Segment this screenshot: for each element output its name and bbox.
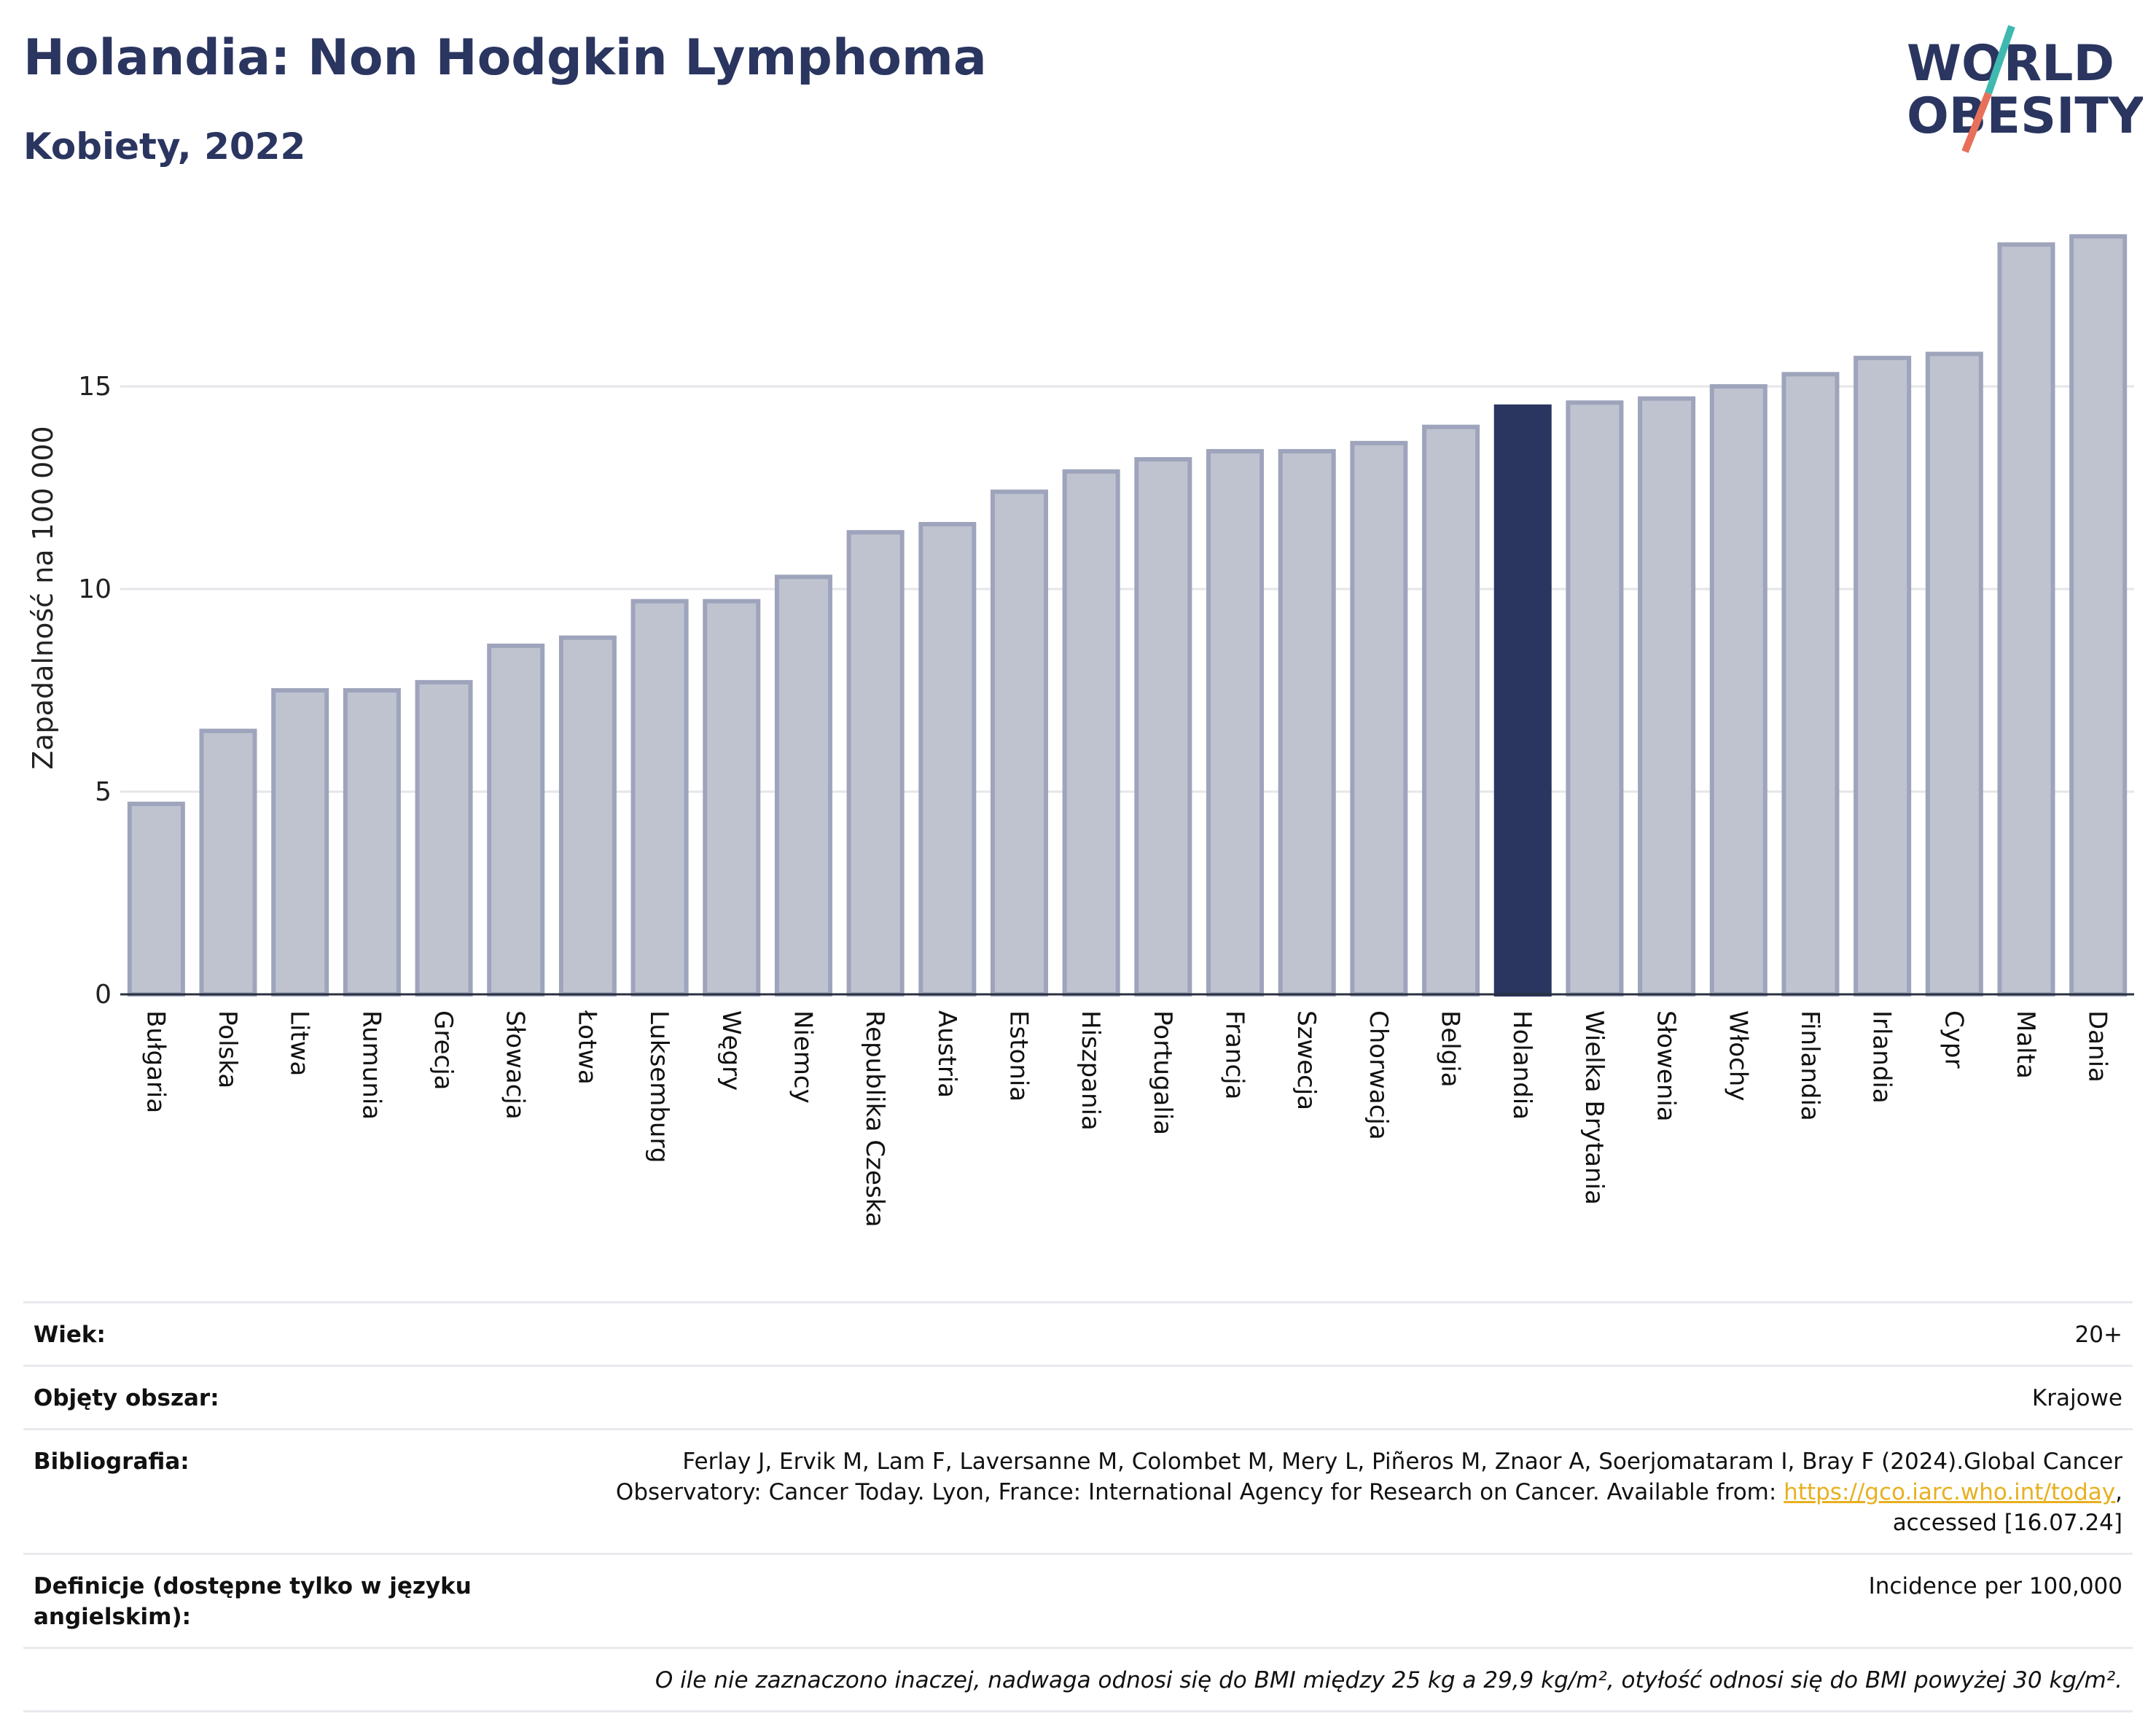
x-tick-label: Republika Czeska [860, 1010, 889, 1228]
bar-10 [846, 530, 905, 997]
bar-11 [918, 522, 977, 997]
x-tick-label: Polska [213, 1010, 242, 1088]
bibliography-label: Bibliografia: [34, 1449, 190, 1475]
x-tick-label: Rumunia [356, 1010, 386, 1120]
x-tick-label: Cypr [1939, 1010, 1968, 1068]
area-value: Krajowe [2031, 1385, 2122, 1411]
x-tick-label: Malta [2011, 1010, 2040, 1079]
bar-5 [487, 643, 545, 997]
y-tick-label: 5 [95, 777, 112, 807]
bibliography-text: Ferlay J, Ervik M, Lam F, Laversanne M, … [615, 1449, 2122, 1505]
bar-20 [1566, 400, 1624, 997]
x-tick-label: Holandia [1507, 1010, 1536, 1120]
definitions-value: Incidence per 100,000 [1868, 1573, 2122, 1599]
y-tick-label: 0 [95, 980, 112, 1010]
bar-17 [1350, 440, 1408, 997]
bar-3 [343, 688, 401, 997]
bibliography-value: Ferlay J, Ervik M, Lam F, Laversanne M, … [555, 1446, 2122, 1538]
x-tick-label: Francja [1220, 1010, 1249, 1099]
world-obesity-logo: WORLD OBESITY [1907, 25, 2143, 153]
info-row-definitions: Definicje (dostępne tylko w języku angie… [23, 1553, 2133, 1647]
age-label: Wiek: [34, 1322, 106, 1348]
x-tick-label: Estonia [1004, 1010, 1033, 1102]
x-tick-label: Włochy [1723, 1010, 1752, 1101]
bibliography-accessed: , accessed [16.07.24] [1892, 1479, 2122, 1536]
age-value: 20+ [2074, 1322, 2122, 1348]
x-tick-label: Niemcy [788, 1010, 817, 1104]
bar-4 [415, 679, 473, 997]
logo-slash-coral [1961, 92, 1992, 153]
chart-subtitle: Kobiety, 2022 [23, 125, 306, 168]
bar-23 [1781, 372, 1840, 997]
x-tick-label: Finlandia [1795, 1010, 1824, 1121]
y-axis-title: Zapadalność na 100 000 [27, 426, 59, 769]
y-tick-label: 10 [78, 574, 112, 604]
logo-text-world: WORLD [1907, 35, 2114, 93]
bar-8 [703, 599, 761, 997]
x-tick-label: Litwa [285, 1010, 314, 1076]
bar-13 [1062, 469, 1120, 997]
bmi-note: O ile nie zaznaczono inaczej, nadwaga od… [655, 1667, 2122, 1693]
bar-15 [1206, 448, 1265, 997]
bar-22 [1709, 384, 1768, 997]
info-table: Wiek: 20+ Objęty obszar: Krajowe Bibliog… [23, 1301, 2133, 1712]
definitions-label: Definicje (dostępne tylko w języku angie… [34, 1573, 472, 1630]
x-tick-label: Belgia [1436, 1010, 1465, 1088]
bar-0 [127, 801, 185, 997]
chart-title: Holandia: Non Hodgkin Lymphoma [23, 29, 987, 87]
x-tick-label: Portugalia [1148, 1010, 1177, 1135]
bar-layer [120, 234, 2134, 997]
x-tick-label: Dania [2083, 1010, 2112, 1083]
bar-9 [774, 574, 832, 997]
info-row-note: O ile nie zaznaczono inaczej, nadwaga od… [23, 1647, 2133, 1712]
bar-16 [1278, 448, 1336, 997]
x-tick-label: Irlandia [1867, 1010, 1897, 1104]
bar-26 [1997, 242, 2055, 997]
x-tick-label: Łotwa [572, 1010, 601, 1085]
logo-slash-teal [1985, 25, 2015, 95]
bar-25 [1925, 351, 1983, 997]
area-label: Objęty obszar: [34, 1385, 219, 1411]
x-tick-label: Bułgaria [141, 1010, 170, 1113]
bar-27 [2069, 234, 2128, 997]
bar-19 [1493, 404, 1552, 997]
bar-24 [1854, 356, 1912, 997]
x-tick-label: Wielka Brytania [1579, 1010, 1609, 1205]
logo-text-obesity: OBESITY [1907, 87, 2143, 145]
x-tick-label: Grecja [429, 1010, 458, 1090]
bar-7 [630, 599, 689, 997]
x-tick-label: Hiszpania [1076, 1010, 1105, 1131]
x-tick-label: Chorwacja [1364, 1010, 1393, 1140]
x-tick-label: Austria [932, 1010, 961, 1098]
x-tick-labels: Bułgaria Polska Litwa Rumunia Grecja Słowacja… [141, 1010, 2112, 1228]
bar-12 [990, 489, 1048, 997]
bar-21 [1638, 396, 1696, 997]
info-row-age: Wiek: 20+ [23, 1301, 2133, 1365]
bar-1 [199, 728, 257, 997]
bar-2 [271, 688, 329, 997]
y-tick-label: 15 [78, 372, 112, 402]
bar-14 [1134, 457, 1192, 997]
bar-chart: 0 5 10 15 Bułgaria Polska Litwa Rumunia Grecja S… [27, 234, 2134, 1228]
x-tick-label: Luksemburg [644, 1010, 673, 1163]
y-tick-labels: 0 5 10 15 [78, 372, 112, 1010]
bar-6 [558, 635, 617, 997]
x-tick-label: Słowacja [501, 1010, 530, 1120]
bibliography-link[interactable]: https://gco.iarc.who.int/today [1784, 1479, 2116, 1505]
x-tick-label: Węgry [716, 1010, 746, 1091]
info-row-area: Objęty obszar: Krajowe [23, 1365, 2133, 1428]
x-tick-label: Szwecja [1292, 1010, 1321, 1110]
bar-18 [1422, 424, 1480, 997]
x-tick-label: Słowenia [1652, 1010, 1681, 1122]
info-row-bibliography: Bibliografia: Ferlay J, Ervik M, Lam F, … [23, 1428, 2133, 1553]
